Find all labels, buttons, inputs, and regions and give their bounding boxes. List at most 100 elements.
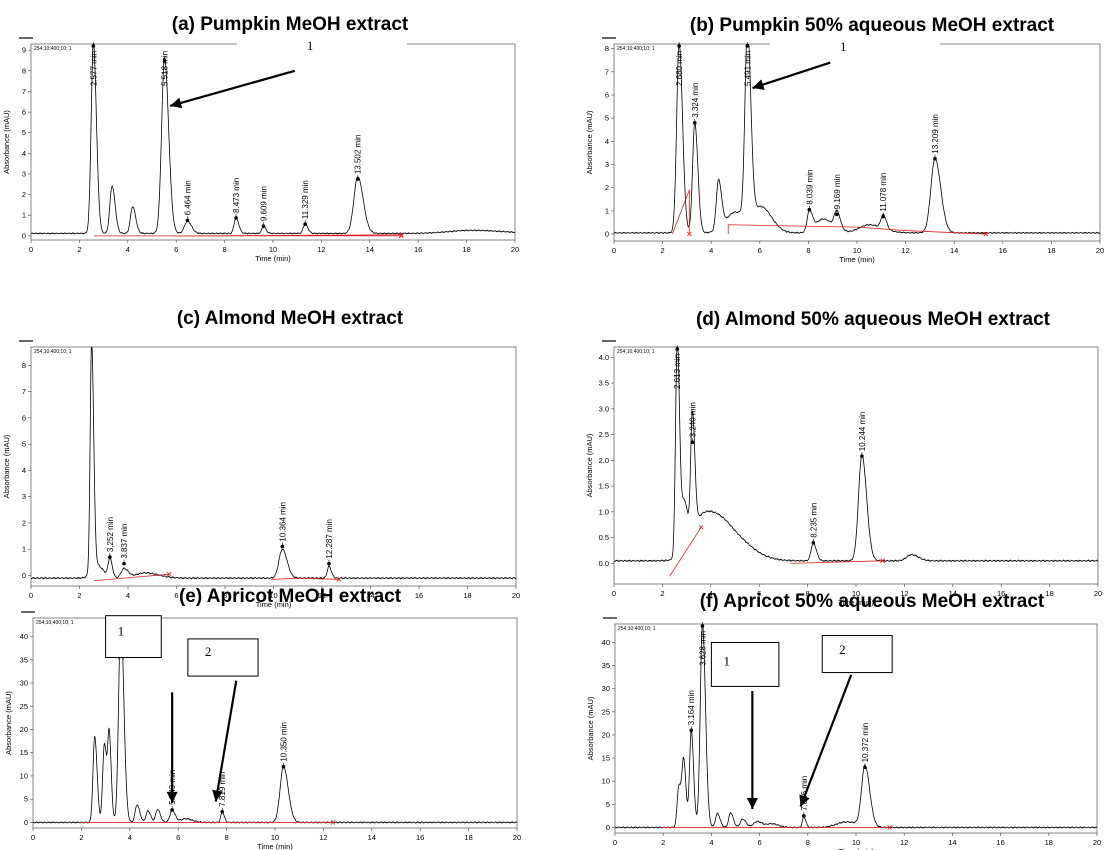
peak-label: 3.837 min (120, 524, 129, 559)
y-tick-label: 20 (602, 730, 610, 739)
y-tick-label: 25 (20, 702, 28, 711)
x-tick-label: 4 (709, 589, 713, 598)
x-tick-label: 18 (1047, 246, 1055, 255)
x-tick-label: 16 (999, 246, 1007, 255)
panel-title: (a) Pumpkin MeOH extract (172, 14, 409, 35)
peak-label: 10.244 min (858, 412, 867, 452)
x-axis-label: Time (min) (839, 255, 875, 264)
chromatogram-trace (31, 44, 515, 235)
instrument-label: 254;10;400;10; 1 (34, 46, 72, 52)
x-tick-label: 18 (462, 245, 470, 254)
x-tick-label: 18 (1045, 838, 1053, 847)
y-tick-label: 0.5 (599, 533, 609, 542)
y-tick-label: 5 (24, 795, 28, 804)
peak-label: 3.252 min (106, 517, 115, 552)
peak-label: 7.819 min (218, 772, 227, 807)
y-tick-label: 35 (20, 655, 28, 664)
plot-frame (30, 346, 517, 587)
panel-e: (e) Apricot MeOH extract 254;10;400;10; 1… (4, 586, 521, 850)
x-tick-label: 12 (318, 591, 326, 600)
x-tick-label: 10 (852, 838, 860, 847)
callout-number: 2 (839, 642, 846, 657)
x-tick-label: 6 (174, 591, 178, 600)
y-tick-label: 40 (602, 638, 610, 647)
y-tick-label: 3.0 (599, 404, 609, 413)
y-axis-label: Absorbance (mAU) (585, 433, 594, 497)
callout-arrow-shaft (214, 680, 238, 802)
y-tick-label: 0 (606, 823, 610, 832)
y-tick-label: 3 (22, 169, 26, 178)
x-tick-label: 20 (1093, 838, 1101, 847)
x-tick-label: 16 (996, 838, 1004, 847)
peak-label: 6.464 min (183, 180, 192, 215)
callout-arrow-head (166, 791, 178, 803)
x-tick-label: 0 (612, 246, 616, 255)
y-tick-label: 10 (20, 771, 28, 780)
y-tick-label: 25 (602, 707, 610, 716)
panel-a: (a) Pumpkin MeOH extract 254;10;400;10; 1… (2, 14, 519, 263)
y-tick-label: 8 (22, 66, 26, 75)
y-tick-label: 5 (605, 114, 609, 123)
integration-end-marker (880, 558, 885, 564)
integration-end-marker (698, 525, 704, 530)
instrument-label: 254;10;400;10; 1 (36, 620, 74, 626)
peak-label: 9.609 min (260, 186, 269, 221)
x-tick-label: 4 (126, 245, 130, 254)
x-tick-label: 4 (709, 246, 713, 255)
y-tick-label: 1 (22, 211, 26, 220)
x-tick-label: 14 (948, 838, 956, 847)
callout-number: 1 (840, 39, 847, 54)
plot-frame (30, 43, 516, 241)
integration-baseline (171, 234, 402, 237)
x-tick-label: 16 (997, 589, 1005, 598)
callout-arrow-shaft (799, 674, 853, 808)
y-tick-label: 30 (20, 679, 28, 688)
chromatogram-trace (615, 624, 1097, 829)
x-tick-label: 14 (950, 246, 958, 255)
y-tick-label: 4 (22, 466, 26, 475)
y-tick-label: 4 (22, 149, 26, 158)
y-tick-label: 5 (606, 800, 610, 809)
y-tick-label: 2 (22, 518, 26, 527)
x-tick-label: 2 (77, 591, 81, 600)
y-axis-label: Absorbance (mAU) (585, 110, 594, 174)
callout-box (710, 641, 780, 687)
y-tick-label: 6 (22, 108, 26, 117)
x-tick-label: 6 (758, 838, 762, 847)
x-tick-label: 4 (128, 833, 132, 842)
panel-title: (d) Almond 50% aqueous MeOH extract (696, 309, 1051, 330)
panel-d: (d) Almond 50% aqueous MeOH extract 254;1… (585, 309, 1102, 607)
y-tick-label: 40 (20, 632, 28, 641)
callout-arrow-shaft (752, 61, 831, 90)
x-tick-label: 6 (176, 833, 180, 842)
y-tick-label: 3 (605, 160, 609, 169)
x-tick-label: 2 (77, 245, 81, 254)
instrument-label: 254;10;400;10; 1 (617, 46, 655, 52)
panel-c: (c) Almond MeOH extract 254;10;400;10; 1 0… (2, 308, 520, 609)
y-tick-label: 0 (22, 231, 26, 240)
integration-end-marker (398, 232, 404, 238)
peak-apex-marker (690, 440, 695, 445)
y-tick-label: 7 (22, 87, 26, 96)
peak-label: 2.577 min (89, 51, 98, 86)
y-tick-label: 1 (605, 206, 609, 215)
chromatogram-trace (614, 347, 1098, 563)
x-axis-label: Time (min) (838, 598, 874, 607)
x-tick-label: 0 (31, 833, 35, 842)
instrument-label: 254;10;400;10; 1 (617, 349, 655, 355)
integration-end-marker (687, 231, 692, 237)
plot-frame (613, 346, 1099, 585)
callout-number: 2 (205, 644, 212, 659)
panel-f: (f) Apricot 50% aqueous MeOH extract 254;… (586, 591, 1101, 850)
y-tick-label: 0 (22, 571, 26, 580)
panel-title: (e) Apricot MeOH extract (179, 586, 402, 607)
peak-label: 8.473 min (232, 178, 241, 213)
callout-number: 1 (723, 654, 730, 669)
x-tick-label: 0 (613, 838, 617, 847)
x-tick-label: 20 (1096, 246, 1104, 255)
x-tick-label: 14 (368, 833, 376, 842)
x-tick-label: 10 (269, 245, 277, 254)
callout-box (821, 635, 893, 674)
chromatogram-trace (31, 347, 516, 580)
